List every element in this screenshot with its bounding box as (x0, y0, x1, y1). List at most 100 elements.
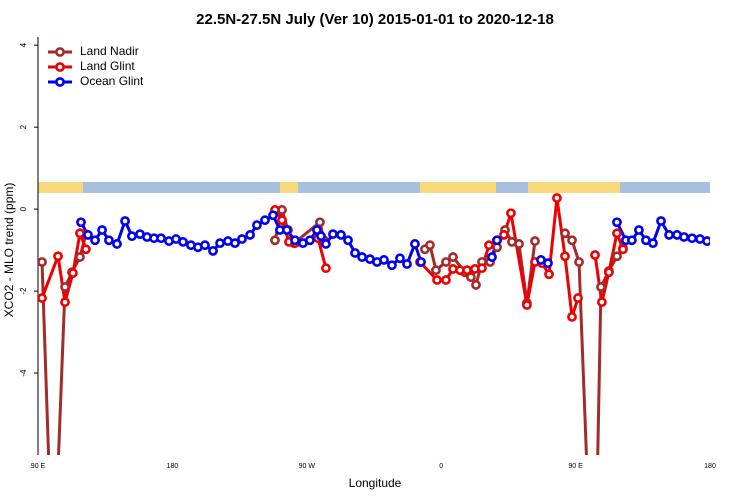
x-tick-label: 0 (439, 463, 443, 470)
point (208, 246, 218, 256)
point (53, 492, 60, 499)
point (584, 492, 591, 499)
point (237, 234, 247, 244)
point (612, 251, 622, 262)
point (104, 235, 114, 246)
point (679, 232, 689, 242)
map-strip (38, 182, 710, 193)
point (357, 252, 367, 262)
point (395, 253, 405, 264)
x-tick-label: 90 E (568, 463, 583, 470)
point (75, 252, 85, 262)
point (81, 244, 91, 255)
legend-marker (55, 77, 65, 87)
point (530, 236, 540, 246)
point (46, 492, 53, 499)
point (567, 235, 577, 246)
point (560, 228, 570, 239)
point (60, 297, 70, 308)
y-axis-label: XCO2 - MLO trend (ppm) (2, 183, 16, 318)
point (596, 297, 607, 308)
point (487, 252, 497, 262)
chart-title: 22.5N-27.5N July (Ver 10) 2015-01-01 to … (196, 11, 554, 28)
point (477, 263, 487, 274)
point (53, 251, 63, 262)
point (560, 251, 570, 262)
y-tick-label: 0 (19, 206, 28, 211)
point (425, 240, 435, 251)
point (441, 275, 451, 285)
point (664, 230, 674, 240)
x-tick-label: 180 (167, 463, 179, 470)
point (350, 248, 360, 258)
point (522, 300, 532, 310)
y-tick-label: -2 (19, 287, 28, 295)
x-tick-label: 90 E (31, 463, 46, 470)
point (544, 269, 554, 280)
point (75, 228, 85, 239)
point (178, 237, 188, 247)
point (60, 282, 70, 292)
point (321, 263, 331, 274)
x-tick-label: 90 W (299, 463, 316, 470)
point (387, 260, 397, 271)
point (343, 235, 353, 246)
point (612, 217, 622, 228)
point (618, 244, 628, 255)
point (590, 250, 600, 260)
y-tick-label: -4 (19, 369, 28, 377)
point (574, 257, 584, 267)
point (499, 230, 509, 240)
point (432, 275, 442, 285)
point (156, 233, 166, 244)
point (252, 220, 262, 230)
point (315, 217, 325, 228)
legend-label: Land Nadir (80, 44, 139, 58)
point (112, 239, 122, 249)
point (567, 311, 577, 322)
point (626, 235, 637, 246)
point (506, 208, 516, 219)
y-tick-label: 4 (19, 42, 28, 47)
legend-marker (55, 62, 65, 72)
point (97, 225, 107, 235)
point (83, 230, 93, 240)
point (200, 240, 210, 251)
point (321, 239, 331, 249)
point (543, 258, 553, 269)
point (68, 268, 78, 278)
point (484, 240, 494, 251)
point (431, 265, 441, 276)
legend-label: Land Glint (80, 59, 135, 73)
point (277, 215, 287, 226)
point (514, 239, 524, 249)
series-line (40, 204, 625, 455)
point (270, 235, 280, 246)
point (573, 293, 583, 303)
point (471, 280, 481, 290)
point (245, 230, 255, 240)
point (268, 210, 278, 221)
point (648, 238, 658, 249)
point (441, 257, 451, 267)
point (38, 257, 47, 267)
x-tick-label: 180 (704, 463, 716, 470)
point (127, 231, 137, 242)
point (290, 235, 300, 246)
point (702, 236, 710, 246)
point (416, 257, 426, 267)
point (328, 229, 338, 240)
y-tick-label: 2 (19, 124, 28, 129)
point (462, 265, 472, 276)
x-axis-label: Longitude (349, 476, 402, 490)
point (687, 233, 697, 244)
point (402, 259, 412, 269)
point (282, 225, 292, 235)
point (305, 235, 315, 246)
point (215, 238, 225, 249)
point (552, 193, 562, 203)
point (410, 239, 420, 249)
point (260, 215, 270, 226)
point (466, 272, 476, 283)
